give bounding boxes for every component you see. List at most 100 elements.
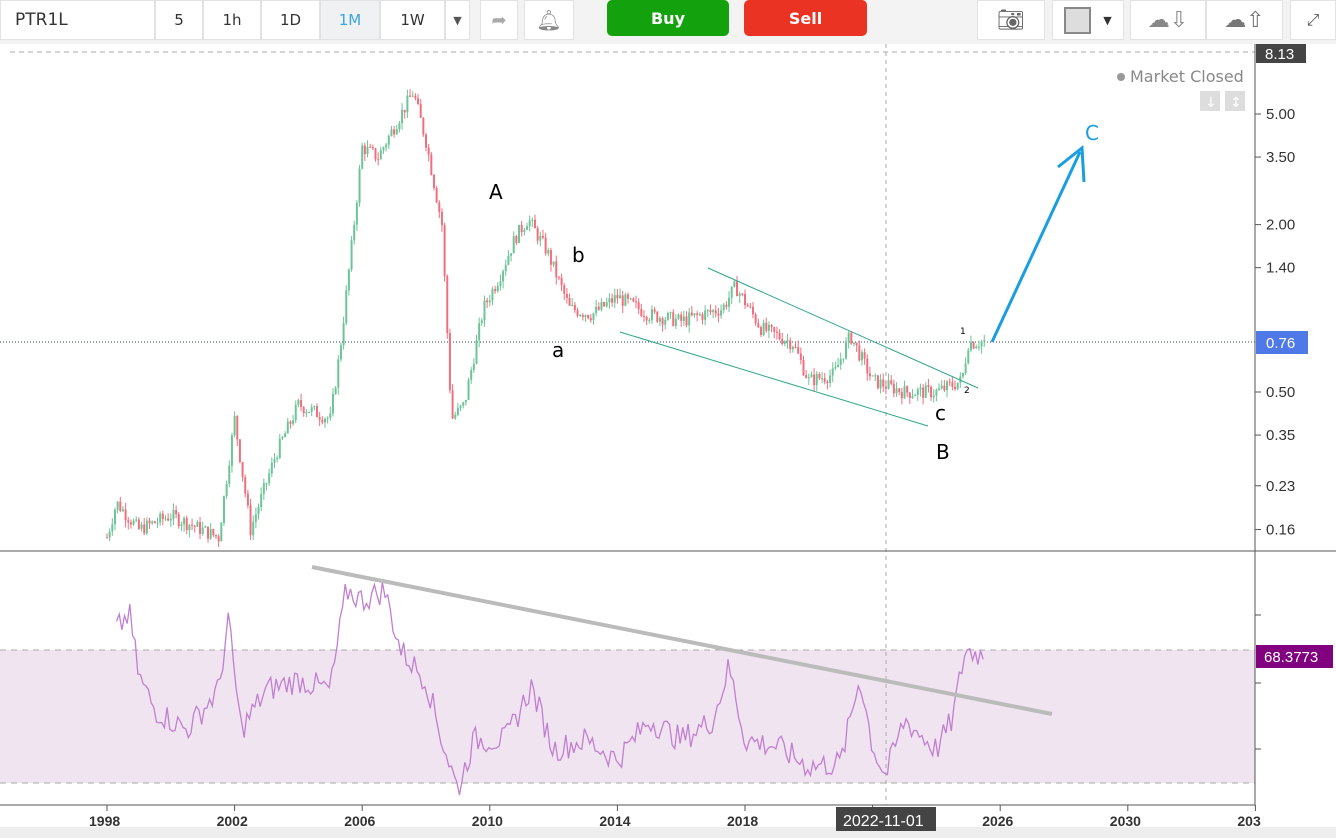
candle-body [908, 392, 911, 398]
candle-body [539, 236, 542, 241]
camera-icon[interactable]: 📷︎ [977, 0, 1045, 40]
candle-body [177, 514, 180, 527]
candle-body [398, 123, 401, 130]
candle-body [196, 521, 199, 527]
candle-body [262, 483, 265, 494]
candle-body [323, 418, 326, 423]
candle-body [794, 346, 797, 348]
candle-body [339, 345, 342, 360]
candle-body [440, 211, 443, 226]
candle-body [975, 346, 978, 349]
candle-body [483, 300, 486, 321]
candle-body [387, 135, 390, 145]
candle-body [390, 129, 393, 136]
candle-body [579, 315, 582, 317]
color-picker[interactable]: ▼ [1052, 0, 1124, 40]
candle-body [124, 509, 127, 521]
candle-body [621, 295, 624, 306]
candle-body [940, 385, 943, 389]
candle-body [148, 520, 151, 524]
candle-body [757, 323, 760, 328]
candle-body [526, 226, 529, 230]
candle-body [414, 95, 417, 99]
interval-1h[interactable]: 1h [203, 0, 261, 40]
candle-body [642, 316, 645, 318]
candle-body [201, 527, 204, 534]
scroll-down-icon[interactable] [1200, 91, 1220, 111]
candle-body [132, 520, 135, 525]
candle-body [810, 374, 813, 378]
symbol-label[interactable]: PTR1L [0, 0, 155, 40]
candle-body [635, 301, 638, 303]
candle-body [406, 95, 409, 113]
candle-body [786, 340, 789, 342]
candle-body [682, 316, 685, 321]
candle-body [722, 304, 725, 311]
candle-body [672, 312, 675, 326]
candle-body [829, 375, 832, 384]
fullscreen-icon[interactable]: ⤢ [1290, 0, 1336, 40]
candle-body [393, 129, 396, 135]
candle-body [377, 159, 380, 161]
candle-body [286, 421, 289, 434]
interval-1d[interactable]: 1D [261, 0, 320, 40]
wave-label-1: 1 [960, 327, 966, 337]
candle-body [834, 367, 837, 369]
candle-body [459, 405, 462, 408]
candle-body [222, 496, 225, 524]
candle-body [268, 473, 271, 484]
candle-body [863, 352, 866, 359]
candle-body [645, 316, 648, 321]
candle-body [720, 310, 723, 316]
candle-body [951, 382, 954, 387]
cloud-download-icon[interactable]: ☁︎⇩ [1130, 0, 1206, 40]
candle-body [409, 95, 412, 97]
candle-body [587, 315, 590, 319]
candle-body [860, 352, 863, 361]
interval-dropdown-icon[interactable]: ▼ [445, 0, 470, 40]
candle-body [140, 524, 143, 529]
wave-label-C: C [1085, 121, 1099, 145]
candle-body [807, 377, 810, 379]
candle-body [300, 400, 303, 408]
buy-button[interactable]: Buy [607, 0, 729, 36]
candle-body [430, 154, 433, 175]
scroll-strip[interactable] [0, 827, 1336, 838]
candle-body [935, 390, 938, 396]
scale-icon[interactable] [1225, 91, 1245, 111]
candle-body [648, 320, 651, 322]
candle-body [427, 147, 430, 155]
rsi-value-label: 68.3773 [1264, 649, 1318, 666]
candle-body [531, 219, 534, 221]
candle-body [238, 439, 241, 463]
candle-body [276, 458, 279, 460]
candle-body [361, 145, 364, 169]
redo-arrow-icon[interactable]: ➦ [480, 0, 518, 40]
candle-body [842, 358, 845, 360]
candle-body [233, 415, 236, 436]
interval-5[interactable]: 5 [155, 0, 203, 40]
candle-body [464, 399, 467, 403]
time-tick-label: 2010 [472, 813, 503, 829]
candle-body [321, 419, 324, 423]
wave-label-b: b [572, 243, 585, 267]
candle-body [967, 350, 970, 364]
candle-body [278, 438, 281, 459]
candle-body [491, 289, 494, 301]
interval-1m[interactable]: 1M [320, 0, 380, 40]
candle-body [350, 240, 353, 270]
sell-button[interactable]: Sell [744, 0, 867, 36]
candle-body [619, 295, 622, 299]
candle-body [850, 332, 853, 344]
candle-body [805, 375, 808, 378]
candle-body [254, 514, 257, 522]
candle-body [342, 323, 345, 346]
channel-upper-line [707, 267, 979, 389]
add-alert-bell-icon[interactable]: 🔔︎ [524, 0, 574, 40]
candle-body [595, 306, 598, 314]
candle-body [297, 400, 300, 405]
candle-body [249, 505, 252, 536]
cloud-upload-icon[interactable]: ☁︎⇧ [1206, 0, 1283, 40]
interval-1w[interactable]: 1W [380, 0, 445, 40]
